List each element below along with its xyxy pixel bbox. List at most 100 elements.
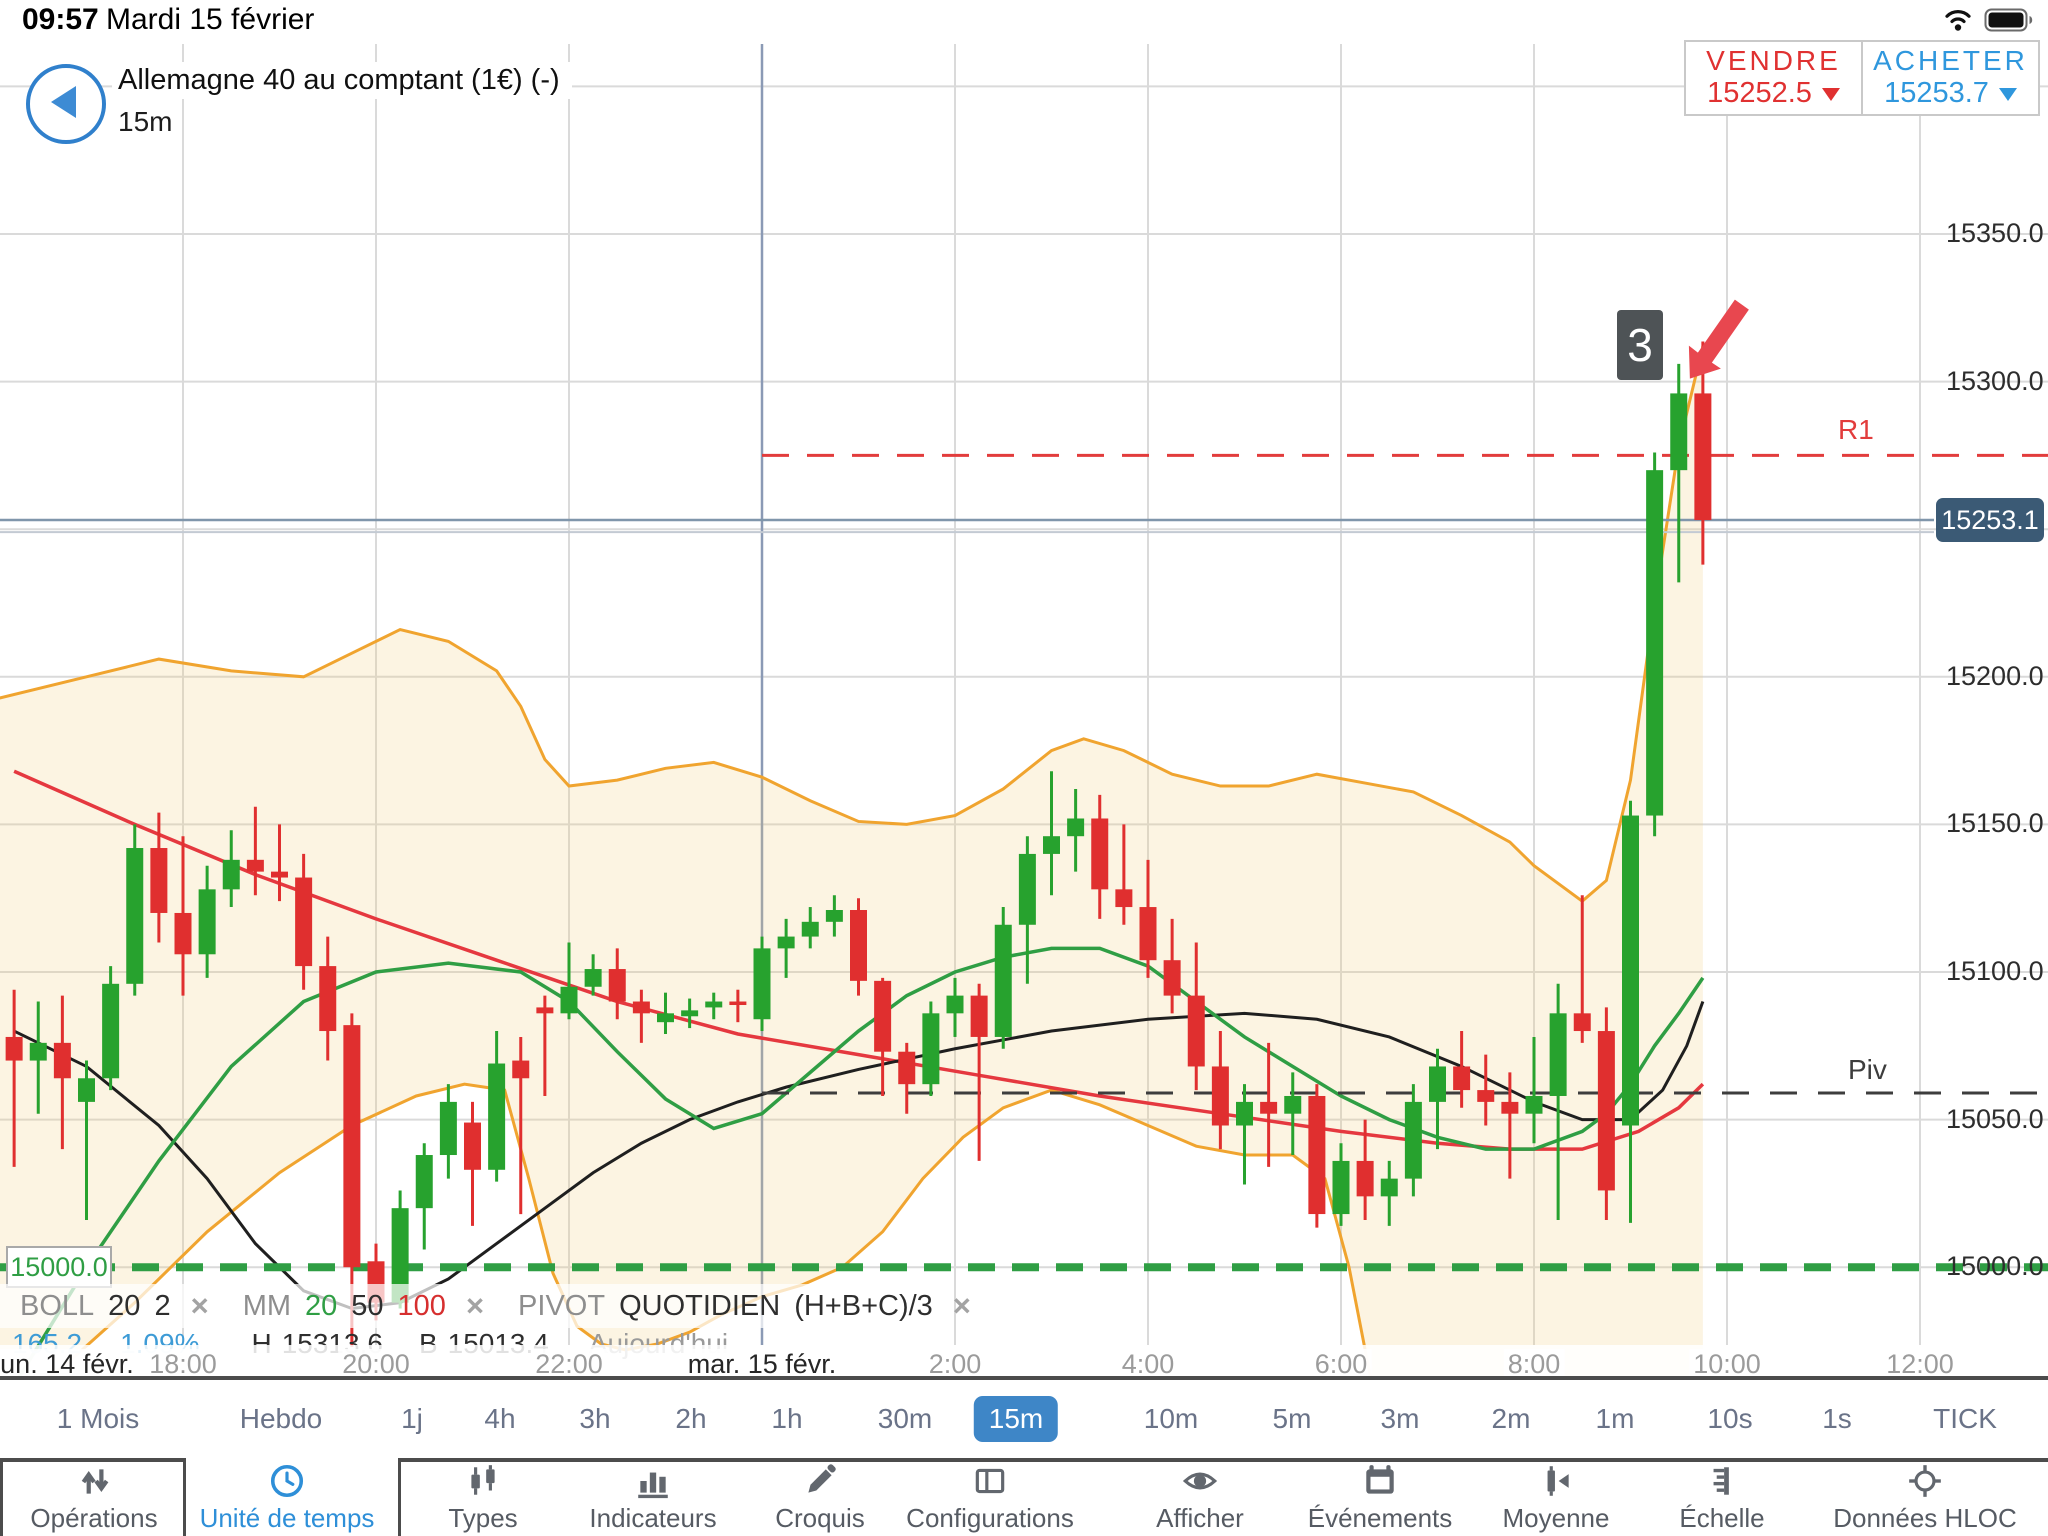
toolbar-label: Échelle bbox=[1679, 1503, 1765, 1533]
timeframe-15m[interactable]: 15m bbox=[973, 1396, 1059, 1442]
candle-body bbox=[1694, 393, 1712, 521]
x-axis-tick: lun. 14 févr. bbox=[0, 1349, 138, 1380]
candle-body bbox=[1525, 1095, 1543, 1114]
toolbar-afficher[interactable]: Afficher bbox=[1105, 1462, 1295, 1534]
timeframe-10s[interactable]: 10s bbox=[1707, 1403, 1753, 1434]
back-arrow-icon bbox=[51, 86, 76, 118]
candle-body bbox=[994, 924, 1012, 1037]
calendar-icon bbox=[1366, 1465, 1394, 1494]
x-axis-tick: 6:00 bbox=[1310, 1349, 1372, 1380]
candle-body bbox=[1429, 1066, 1446, 1102]
toolbar-label: Opérations bbox=[30, 1503, 158, 1533]
timeframe-1j[interactable]: 1j bbox=[401, 1403, 423, 1434]
x-axis-tick: 20:00 bbox=[338, 1349, 414, 1380]
candle-body bbox=[632, 1001, 650, 1014]
toolbar-evenements[interactable]: Événements bbox=[1285, 1462, 1475, 1534]
timeframe-3m[interactable]: 3m bbox=[1380, 1403, 1420, 1434]
timeframe-2h[interactable]: 2h bbox=[675, 1403, 707, 1434]
chart-bottom-divider bbox=[0, 1376, 2048, 1380]
candle-body bbox=[150, 848, 168, 913]
toolbar-croquis[interactable]: Croquis bbox=[725, 1462, 915, 1534]
layout-icon bbox=[975, 1468, 1005, 1494]
candle-body bbox=[729, 1001, 747, 1006]
bollinger-upper-line bbox=[0, 345, 1705, 904]
y-axis-tick: 15100.0 bbox=[1946, 956, 2044, 986]
candle-body bbox=[439, 1101, 457, 1156]
sell-label: VENDRE bbox=[1706, 45, 1841, 77]
x-axis-tick: 12:00 bbox=[1882, 1349, 1958, 1380]
toolbar-configurations[interactable]: Configurations bbox=[895, 1462, 1085, 1534]
x-axis-tick: 18:00 bbox=[145, 1349, 221, 1380]
timeframe-1-mois[interactable]: 1 Mois bbox=[56, 1403, 140, 1434]
toolbar-donnees-hloc[interactable]: Données HLOC bbox=[1830, 1462, 2020, 1534]
ruler-icon bbox=[1713, 1467, 1729, 1495]
timeframe-tick[interactable]: TICK bbox=[1933, 1403, 1997, 1434]
timeframe-4h[interactable]: 4h bbox=[484, 1403, 516, 1434]
candle-body bbox=[801, 921, 819, 937]
toolbar-label: Configurations bbox=[906, 1503, 1074, 1533]
timeframe-1m[interactable]: 1m bbox=[1595, 1403, 1635, 1434]
legend-pivot-p1: QUOTIDIEN bbox=[619, 1289, 781, 1322]
toolbar-label: Unité de temps bbox=[199, 1503, 375, 1533]
timeframe-10m[interactable]: 10m bbox=[1143, 1403, 1199, 1434]
target-icon bbox=[1909, 1465, 1941, 1497]
candle-body bbox=[1236, 1101, 1253, 1126]
candle-body bbox=[946, 995, 964, 1014]
toolbar-moyenne[interactable]: Moyenne bbox=[1461, 1462, 1651, 1534]
battery-icon bbox=[1984, 8, 2033, 32]
y-axis-tick: 15200.0 bbox=[1946, 660, 2044, 691]
toolbar-indicateurs[interactable]: Indicateurs bbox=[558, 1462, 748, 1534]
timeframe-1h[interactable]: 1h bbox=[771, 1403, 803, 1434]
toolbar-types[interactable]: Types bbox=[388, 1462, 578, 1534]
toolbar-unite-de-temps[interactable]: Unité de temps bbox=[192, 1462, 382, 1534]
candle-body bbox=[970, 995, 988, 1037]
back-button[interactable] bbox=[26, 64, 106, 144]
candle-body bbox=[1187, 995, 1205, 1067]
red-arrow-annotation bbox=[1688, 299, 1749, 379]
legend-pivot-remove-icon[interactable]: × bbox=[952, 1288, 971, 1323]
toolbar-label: Croquis bbox=[775, 1503, 865, 1533]
candle-body bbox=[874, 980, 892, 1052]
timeframe-5m[interactable]: 5m bbox=[1272, 1403, 1312, 1434]
chart-interval-label: 15m bbox=[118, 106, 183, 140]
toolbar-top-border bbox=[398, 1458, 2048, 1462]
candle-body bbox=[1622, 815, 1639, 1126]
operations-icon bbox=[81, 1469, 109, 1494]
legend-mm-name: MM bbox=[242, 1289, 292, 1322]
candle-body bbox=[1115, 889, 1133, 908]
clock-icon bbox=[270, 1464, 304, 1498]
timeframe-2m[interactable]: 2m bbox=[1491, 1403, 1531, 1434]
sell-button[interactable]: VENDRE 15252.5 bbox=[1686, 42, 1861, 114]
legend-boll-remove-icon[interactable]: × bbox=[190, 1288, 209, 1323]
candle-body bbox=[1332, 1160, 1350, 1215]
toolbar-top-border bbox=[0, 1458, 183, 1462]
candle-body bbox=[1284, 1095, 1302, 1114]
timeframe-30m[interactable]: 30m bbox=[877, 1403, 933, 1434]
buy-button[interactable]: ACHETER 15253.7 bbox=[1861, 42, 2038, 114]
toolbar-operations[interactable]: Opérations bbox=[0, 1462, 189, 1534]
buy-label: ACHETER bbox=[1873, 45, 2028, 77]
toolbar-echelle[interactable]: Échelle bbox=[1627, 1462, 1817, 1534]
pivot-support-label: 15000.0 bbox=[6, 1246, 112, 1288]
annotation-layer bbox=[1688, 299, 1749, 379]
candle-body bbox=[271, 871, 288, 878]
chart-marker-3: 3 bbox=[1617, 310, 1663, 380]
candle-body bbox=[391, 1208, 409, 1303]
candle-body bbox=[922, 1013, 940, 1085]
candle-body bbox=[1260, 1101, 1278, 1114]
buy-price: 15253.7 bbox=[1884, 77, 1989, 110]
timeframe-3h[interactable]: 3h bbox=[579, 1403, 611, 1434]
timeframe-hebdo[interactable]: Hebdo bbox=[239, 1403, 323, 1434]
toolbar-label: Moyenne bbox=[1502, 1503, 1610, 1533]
candle-body bbox=[1597, 1031, 1615, 1191]
indicator-legend: BOLL 20 2 × MM 20 50 100 × PIVOT QUOTIDI… bbox=[0, 1284, 971, 1328]
timeframe-1s[interactable]: 1s bbox=[1822, 1403, 1852, 1434]
y-axis-tick: 15150.0 bbox=[1946, 808, 2044, 839]
mm100-line bbox=[13, 769, 1705, 1151]
candle-body bbox=[1043, 836, 1060, 854]
bottom-toolbar: Opérations Unité de temps Types Indicateurs… bbox=[0, 1458, 2048, 1536]
legend-mm-p3: 100 bbox=[397, 1289, 446, 1322]
toolbar-label: Indicateurs bbox=[589, 1503, 717, 1533]
legend-mm-remove-icon[interactable]: × bbox=[465, 1288, 485, 1323]
